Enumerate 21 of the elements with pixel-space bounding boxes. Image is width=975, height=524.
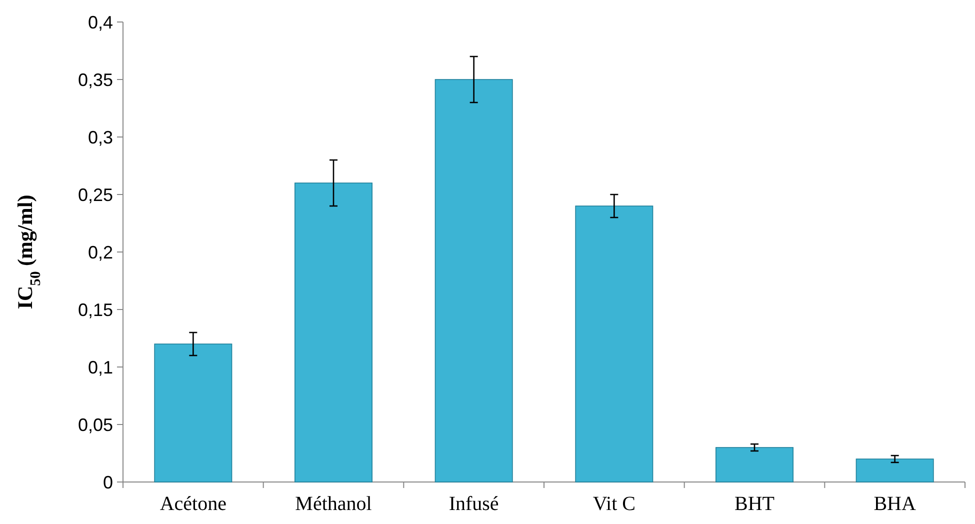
y-tick-label: 0,05 (78, 414, 113, 435)
bar (294, 182, 372, 482)
bar (154, 344, 232, 482)
y-tick-label: 0,3 (88, 127, 113, 148)
y-tick-label: 0,4 (88, 12, 113, 32)
bar (716, 447, 794, 482)
bar (575, 206, 654, 482)
x-tick-label: Vit C (592, 493, 636, 515)
bar (434, 79, 513, 482)
y-tick-label: 0,35 (78, 70, 113, 90)
x-tick-label: Acétone (160, 493, 227, 515)
y-tick-label: 0,2 (88, 242, 113, 262)
y-tick-label: 0,15 (78, 300, 113, 320)
y-tick-label: 0 (102, 472, 113, 492)
x-tick-label: BHA (874, 493, 916, 515)
x-tick-label: Infusé (448, 493, 499, 515)
y-tick-label: 0,1 (88, 357, 113, 378)
x-tick-label: Méthanol (295, 493, 372, 515)
x-tick-label: BHT (734, 493, 774, 515)
y-tick-label: 0,25 (78, 184, 113, 205)
bar (856, 458, 934, 482)
